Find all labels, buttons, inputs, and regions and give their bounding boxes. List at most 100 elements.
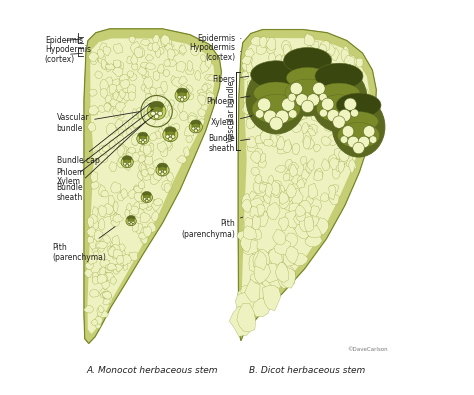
Polygon shape <box>152 211 159 222</box>
Circle shape <box>128 221 130 224</box>
Circle shape <box>338 109 351 122</box>
Polygon shape <box>253 250 270 270</box>
Polygon shape <box>112 89 119 98</box>
Polygon shape <box>134 223 143 233</box>
Polygon shape <box>329 158 339 169</box>
Polygon shape <box>163 141 172 149</box>
Polygon shape <box>263 285 281 311</box>
Ellipse shape <box>316 95 362 122</box>
Polygon shape <box>355 88 366 99</box>
Polygon shape <box>348 130 357 142</box>
Polygon shape <box>296 219 305 232</box>
Polygon shape <box>164 43 173 51</box>
Polygon shape <box>252 111 262 121</box>
Polygon shape <box>129 206 139 215</box>
Polygon shape <box>306 196 313 205</box>
Polygon shape <box>267 248 284 268</box>
Polygon shape <box>145 84 153 94</box>
Polygon shape <box>249 282 269 301</box>
Polygon shape <box>118 129 124 135</box>
Polygon shape <box>295 106 304 119</box>
Polygon shape <box>269 77 278 88</box>
Polygon shape <box>153 34 159 44</box>
Polygon shape <box>83 306 94 313</box>
Polygon shape <box>356 80 364 89</box>
Polygon shape <box>158 64 164 74</box>
Ellipse shape <box>149 101 164 110</box>
Polygon shape <box>117 192 126 201</box>
Polygon shape <box>252 215 260 230</box>
Polygon shape <box>110 240 120 250</box>
Polygon shape <box>163 70 170 77</box>
Polygon shape <box>243 56 252 69</box>
Ellipse shape <box>163 128 178 142</box>
Circle shape <box>180 98 184 101</box>
Polygon shape <box>292 253 309 266</box>
Polygon shape <box>319 44 326 55</box>
Polygon shape <box>351 103 359 115</box>
Polygon shape <box>274 87 283 101</box>
Ellipse shape <box>156 164 169 176</box>
Polygon shape <box>147 143 154 151</box>
Polygon shape <box>259 130 268 143</box>
Polygon shape <box>186 85 193 94</box>
Polygon shape <box>333 66 345 75</box>
Polygon shape <box>112 79 121 87</box>
Polygon shape <box>188 116 196 123</box>
Polygon shape <box>153 171 162 181</box>
Polygon shape <box>290 110 297 124</box>
Polygon shape <box>153 158 164 169</box>
Polygon shape <box>137 66 146 76</box>
Polygon shape <box>134 209 145 217</box>
Polygon shape <box>137 46 145 57</box>
Polygon shape <box>157 94 167 105</box>
Polygon shape <box>297 108 305 121</box>
Polygon shape <box>346 155 353 167</box>
Polygon shape <box>320 82 329 92</box>
Polygon shape <box>134 203 143 214</box>
Ellipse shape <box>121 156 133 168</box>
Text: A. Monocot herbaceous stem: A. Monocot herbaceous stem <box>87 366 219 374</box>
Polygon shape <box>252 227 262 240</box>
Polygon shape <box>275 86 283 97</box>
Polygon shape <box>292 143 300 154</box>
Polygon shape <box>255 92 264 103</box>
Polygon shape <box>146 93 152 101</box>
Polygon shape <box>255 153 266 163</box>
Circle shape <box>288 93 296 101</box>
Polygon shape <box>306 124 317 134</box>
Ellipse shape <box>311 67 367 132</box>
Polygon shape <box>260 116 271 127</box>
Polygon shape <box>310 41 319 51</box>
Polygon shape <box>132 152 140 161</box>
Polygon shape <box>342 123 347 135</box>
Polygon shape <box>177 156 187 163</box>
Polygon shape <box>162 123 169 133</box>
Polygon shape <box>285 159 293 170</box>
Polygon shape <box>249 254 261 274</box>
Polygon shape <box>117 158 125 168</box>
Polygon shape <box>132 222 138 232</box>
Polygon shape <box>301 169 310 180</box>
Circle shape <box>146 198 147 199</box>
Ellipse shape <box>337 122 380 148</box>
Polygon shape <box>100 43 106 53</box>
Polygon shape <box>149 87 157 96</box>
Circle shape <box>147 198 150 200</box>
Circle shape <box>358 136 370 148</box>
Polygon shape <box>344 147 351 158</box>
Polygon shape <box>110 276 117 284</box>
Polygon shape <box>144 77 153 88</box>
Circle shape <box>171 135 175 139</box>
Polygon shape <box>113 264 121 274</box>
Circle shape <box>296 94 308 106</box>
Polygon shape <box>107 246 113 253</box>
Polygon shape <box>112 235 119 246</box>
Polygon shape <box>314 171 323 181</box>
Polygon shape <box>87 227 96 237</box>
Polygon shape <box>141 196 149 205</box>
Polygon shape <box>303 49 314 59</box>
Polygon shape <box>169 49 178 57</box>
Polygon shape <box>161 142 166 150</box>
Polygon shape <box>246 61 253 73</box>
